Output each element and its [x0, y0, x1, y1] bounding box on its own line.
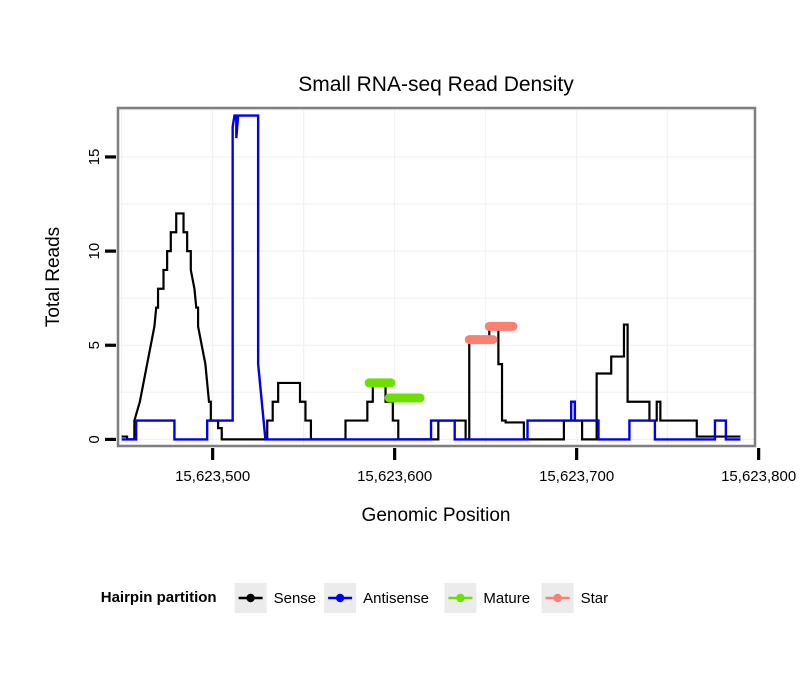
plot-panel-background [118, 108, 755, 446]
legend-key-point-sense [246, 593, 255, 603]
series-line-antisense [121, 114, 741, 441]
legend-label-mature: Mature [483, 590, 530, 607]
legend-entry-antisense[interactable]: Antisense [324, 583, 429, 613]
y-axis-title: Total Reads [43, 227, 64, 327]
legend: Hairpin partition Sense Antisense Mature Sta… [101, 583, 608, 613]
plot-panel-border [116, 106, 757, 448]
series-line-sense [121, 212, 741, 441]
gridlines [118, 108, 755, 446]
y-axis: 0 5 10 15 [86, 149, 116, 444]
data-series-group [121, 114, 741, 441]
x-tick-label: 15,623,600 [357, 468, 432, 485]
legend-entry-mature[interactable]: Mature [444, 583, 530, 613]
x-axis: 15,623,500 15,623,600 15,623,700 15,623,800 [175, 448, 796, 485]
x-tick-label: 15,623,800 [721, 468, 796, 485]
legend-key-point-star [553, 593, 562, 603]
page-title: Small RNA-seq Read Density [298, 73, 574, 96]
legend-label-star: Star [581, 590, 609, 607]
annotation-segments-group [364, 321, 518, 403]
y-tick-label: 10 [86, 243, 103, 260]
y-tick-label: 15 [86, 149, 103, 166]
x-tick-label: 15,623,700 [539, 468, 614, 485]
y-tick-label: 5 [86, 341, 103, 349]
legend-key-point-mature [456, 593, 465, 603]
legend-title: Hairpin partition [101, 589, 217, 606]
legend-label-antisense: Antisense [363, 590, 429, 607]
legend-label-sense: Sense [274, 590, 317, 607]
legend-entry-star[interactable]: Star [541, 583, 609, 613]
legend-entry-sense[interactable]: Sense [234, 583, 317, 613]
y-tick-label: 0 [86, 435, 103, 443]
x-tick-label: 15,623,500 [175, 468, 250, 485]
legend-key-point-antisense [335, 593, 345, 603]
x-axis-title: Genomic Position [362, 505, 511, 526]
